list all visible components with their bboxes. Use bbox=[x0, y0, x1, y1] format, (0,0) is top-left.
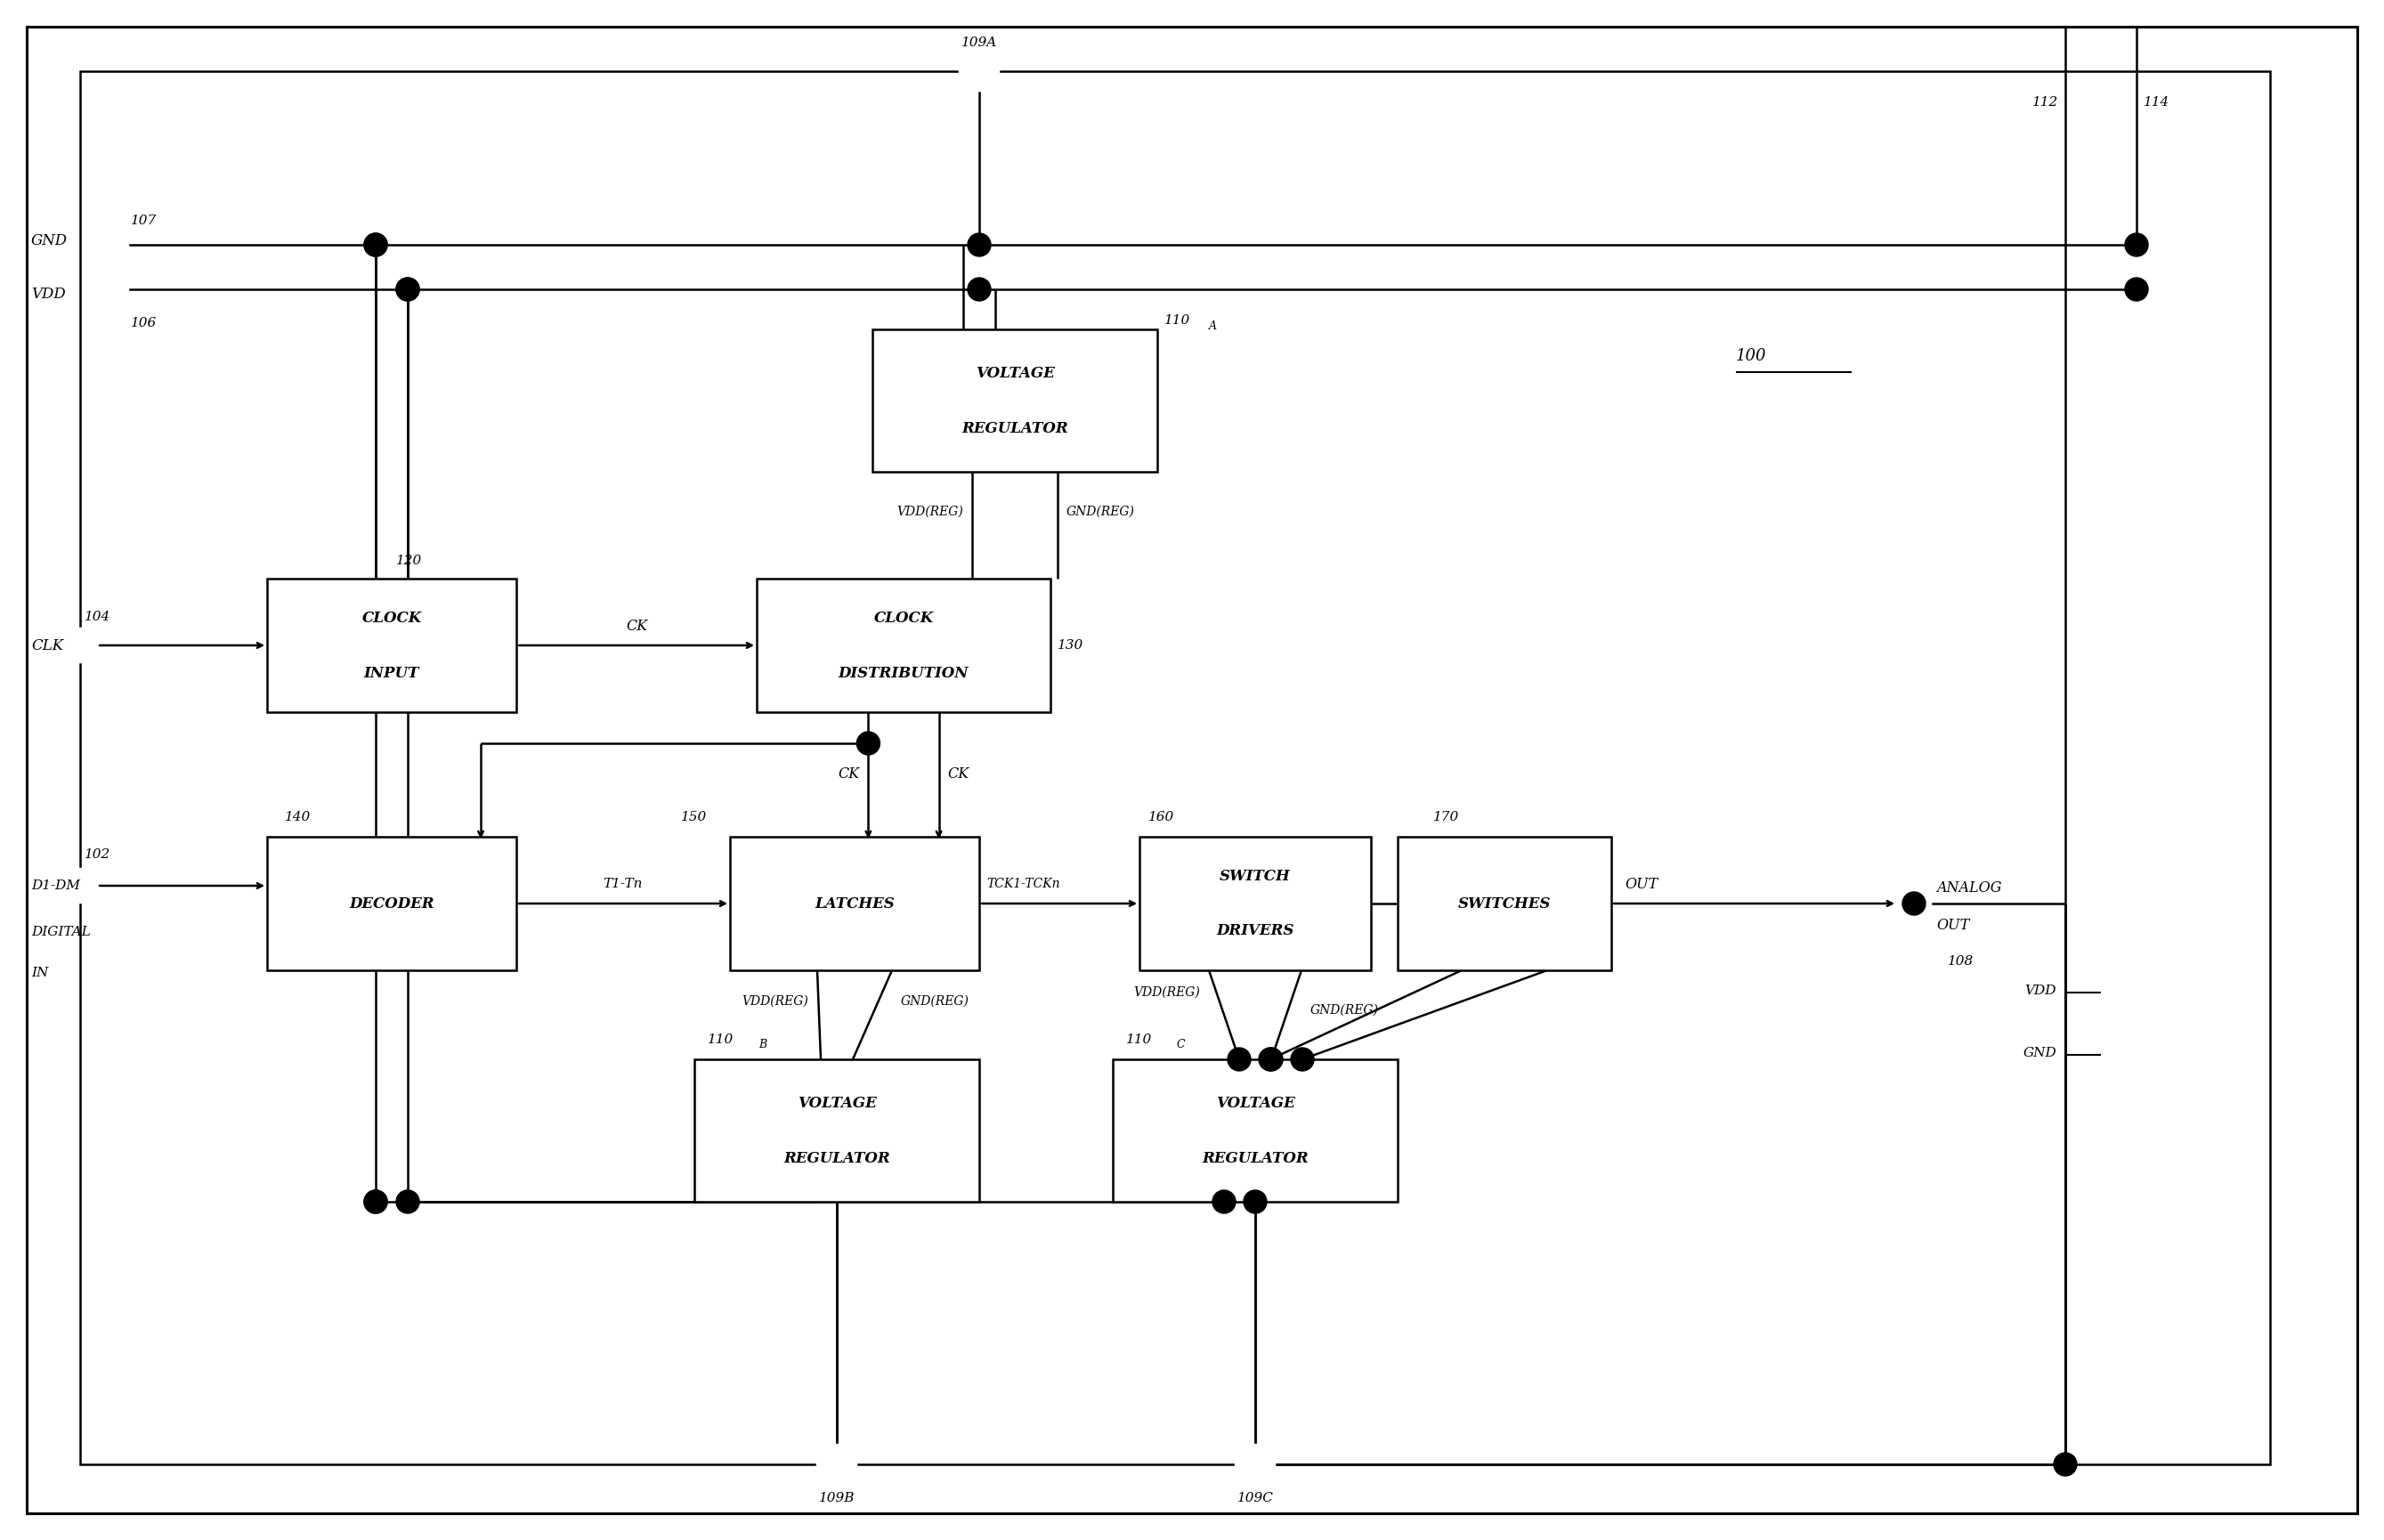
Circle shape bbox=[968, 233, 992, 256]
Text: 160: 160 bbox=[1149, 812, 1175, 824]
Circle shape bbox=[856, 732, 880, 755]
Text: REGULATOR: REGULATOR bbox=[1202, 1150, 1309, 1166]
Circle shape bbox=[365, 233, 386, 256]
Text: 102: 102 bbox=[83, 849, 110, 861]
Bar bbox=[730, 836, 980, 970]
Circle shape bbox=[1898, 887, 1931, 921]
Bar bbox=[267, 579, 517, 711]
Bar bbox=[1140, 836, 1371, 970]
Circle shape bbox=[1290, 1047, 1314, 1070]
Text: CK: CK bbox=[837, 767, 858, 782]
Text: GND: GND bbox=[2022, 1047, 2057, 1060]
Circle shape bbox=[365, 233, 386, 256]
Circle shape bbox=[396, 277, 420, 300]
Text: LATCHES: LATCHES bbox=[815, 896, 894, 912]
Circle shape bbox=[95, 228, 129, 262]
Bar bbox=[267, 836, 517, 970]
Text: VDD(REG): VDD(REG) bbox=[741, 995, 808, 1007]
Text: 108: 108 bbox=[1948, 955, 1974, 967]
Text: OUT: OUT bbox=[1936, 918, 1969, 933]
Text: CLK: CLK bbox=[31, 638, 64, 653]
Circle shape bbox=[64, 869, 98, 902]
Text: 114: 114 bbox=[2143, 95, 2169, 109]
Circle shape bbox=[961, 52, 999, 91]
Circle shape bbox=[2053, 1452, 2076, 1475]
Circle shape bbox=[968, 277, 992, 300]
Bar bbox=[1397, 836, 1612, 970]
Text: ANALOG: ANALOG bbox=[1936, 879, 2003, 895]
Text: 110: 110 bbox=[1163, 314, 1190, 326]
Text: SWITCH: SWITCH bbox=[1221, 869, 1290, 884]
Text: 109B: 109B bbox=[818, 1492, 856, 1505]
Text: GND: GND bbox=[31, 233, 67, 248]
Circle shape bbox=[95, 273, 129, 306]
Circle shape bbox=[1244, 1190, 1266, 1214]
Text: DRIVERS: DRIVERS bbox=[1216, 924, 1295, 939]
Text: VDD: VDD bbox=[31, 286, 67, 302]
Text: CLOCK: CLOCK bbox=[873, 610, 935, 625]
Text: VOLTAGE: VOLTAGE bbox=[796, 1095, 877, 1110]
Circle shape bbox=[1259, 1047, 1283, 1070]
Text: A: A bbox=[1209, 320, 1216, 333]
Text: 120: 120 bbox=[396, 554, 422, 567]
Text: T1-Tn: T1-Tn bbox=[603, 878, 644, 890]
Circle shape bbox=[1902, 892, 1926, 915]
Text: GND(REG): GND(REG) bbox=[901, 995, 970, 1007]
Circle shape bbox=[818, 1445, 856, 1485]
Bar bbox=[1113, 1060, 1397, 1201]
Circle shape bbox=[396, 277, 420, 300]
Text: GND(REG): GND(REG) bbox=[1311, 1004, 1378, 1016]
Text: CK: CK bbox=[949, 767, 970, 782]
Text: OUT: OUT bbox=[1624, 876, 1657, 892]
Text: 107: 107 bbox=[131, 214, 157, 226]
Text: DECODER: DECODER bbox=[348, 896, 434, 912]
Text: CLOCK: CLOCK bbox=[362, 610, 422, 625]
Text: VDD(REG): VDD(REG) bbox=[1132, 986, 1199, 999]
Circle shape bbox=[1213, 1190, 1235, 1214]
Text: VDD: VDD bbox=[2024, 984, 2057, 996]
Circle shape bbox=[396, 1190, 420, 1214]
Bar bbox=[756, 579, 1051, 711]
Circle shape bbox=[1228, 1047, 1252, 1070]
Text: 112: 112 bbox=[2031, 95, 2057, 109]
Text: 110: 110 bbox=[708, 1033, 734, 1046]
Text: VDD(REG): VDD(REG) bbox=[896, 505, 963, 517]
Circle shape bbox=[365, 1190, 386, 1214]
Circle shape bbox=[64, 628, 98, 662]
Text: 130: 130 bbox=[1058, 639, 1085, 651]
Text: GND(REG): GND(REG) bbox=[1066, 505, 1135, 517]
Text: 170: 170 bbox=[1433, 812, 1459, 824]
Text: CK: CK bbox=[625, 618, 648, 633]
Text: 104: 104 bbox=[83, 611, 110, 624]
Text: DISTRIBUTION: DISTRIBUTION bbox=[839, 665, 968, 681]
Text: 140: 140 bbox=[284, 812, 310, 824]
Text: VOLTAGE: VOLTAGE bbox=[975, 365, 1054, 380]
Text: 100: 100 bbox=[1736, 348, 1767, 363]
Text: 109A: 109A bbox=[961, 37, 997, 49]
Text: INPUT: INPUT bbox=[365, 665, 420, 681]
Text: TCK1-TCKn: TCK1-TCKn bbox=[987, 878, 1061, 890]
Circle shape bbox=[1235, 1445, 1275, 1485]
Bar bbox=[873, 330, 1156, 471]
Circle shape bbox=[2124, 233, 2148, 256]
Bar bbox=[694, 1060, 980, 1201]
Text: C: C bbox=[1178, 1040, 1185, 1050]
Text: 109C: 109C bbox=[1237, 1492, 1273, 1505]
Text: IN: IN bbox=[31, 967, 48, 979]
Text: REGULATOR: REGULATOR bbox=[784, 1150, 889, 1166]
Text: D1-DM: D1-DM bbox=[31, 879, 81, 892]
Text: VOLTAGE: VOLTAGE bbox=[1216, 1095, 1295, 1110]
Circle shape bbox=[365, 1190, 386, 1214]
Circle shape bbox=[2124, 277, 2148, 300]
Text: REGULATOR: REGULATOR bbox=[961, 420, 1068, 436]
Circle shape bbox=[1259, 1047, 1283, 1070]
Text: DIGITAL: DIGITAL bbox=[31, 926, 91, 938]
Text: 150: 150 bbox=[682, 812, 708, 824]
Text: SWITCHES: SWITCHES bbox=[1459, 896, 1552, 912]
Text: 110: 110 bbox=[1125, 1033, 1151, 1046]
Text: B: B bbox=[758, 1040, 768, 1050]
Text: 106: 106 bbox=[131, 317, 157, 330]
